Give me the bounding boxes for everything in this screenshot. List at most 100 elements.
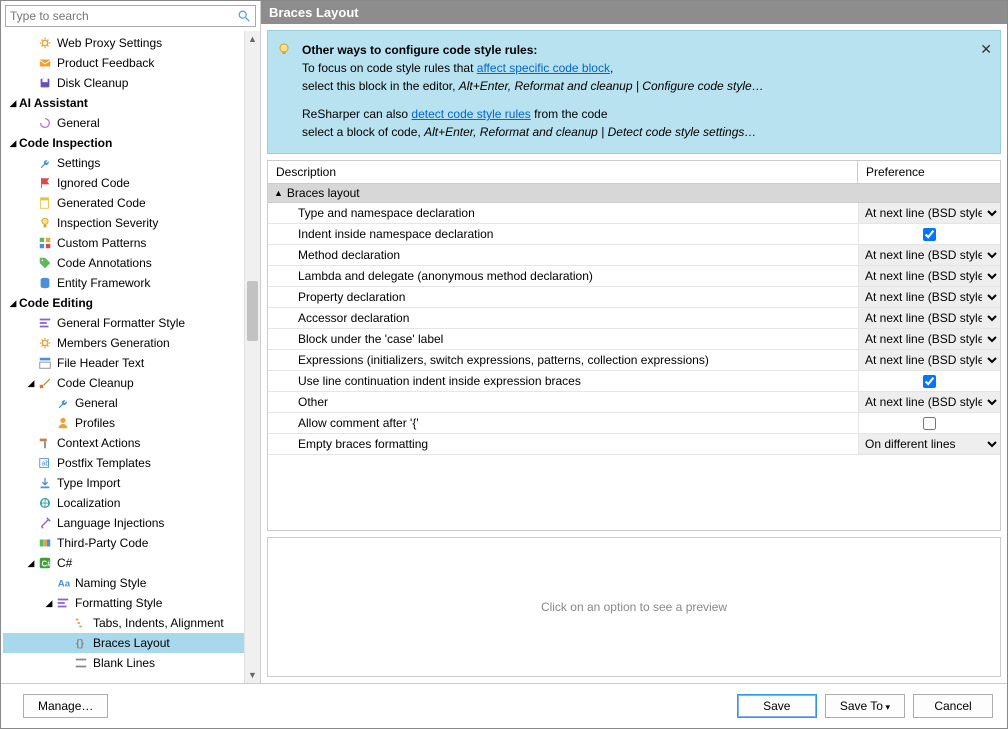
preference-select[interactable]: At next line (BSD style) [859, 266, 1000, 286]
preference-select[interactable]: At next line (BSD style) [859, 203, 1000, 223]
tree-item-label: Localization [57, 496, 120, 510]
right-panel: Braces Layout ✕ Other ways to configure … [261, 1, 1007, 683]
info-text: , [610, 61, 613, 75]
tree-item[interactable]: ◢Code Editing [3, 293, 244, 313]
tree-item[interactable]: Custom Patterns [3, 233, 244, 253]
tree-item[interactable]: General Formatter Style [3, 313, 244, 333]
tree-item[interactable]: Type Import [3, 473, 244, 493]
group-row[interactable]: ▲ Braces layout [268, 184, 1000, 203]
tree-item[interactable]: General [3, 113, 244, 133]
tree-item[interactable]: Entity Framework [3, 273, 244, 293]
cancel-button[interactable]: Cancel [913, 694, 993, 718]
setting-preference: At next line (BSD style) [858, 329, 1000, 349]
info-link-affect[interactable]: affect specific code block [477, 61, 610, 75]
scroll-up-icon[interactable]: ▲ [245, 31, 260, 47]
tree-item-label: Profiles [75, 416, 115, 430]
setting-row[interactable]: Type and namespace declarationAt next li… [268, 203, 1000, 224]
preference-select[interactable]: At next line (BSD style) [859, 350, 1000, 370]
preference-select[interactable]: At next line (BSD style) [859, 245, 1000, 265]
setting-preference [858, 371, 1000, 391]
tree-item-label: Postfix Templates [57, 456, 151, 470]
close-icon[interactable]: ✕ [980, 39, 992, 60]
info-em: Alt+Enter, Reformat and cleanup | Config… [459, 79, 764, 93]
setting-row[interactable]: Use line continuation indent inside expr… [268, 371, 1000, 392]
inject-icon [37, 515, 53, 531]
preview-pane: Click on an option to see a preview [267, 537, 1001, 677]
tree-item[interactable]: Profiles [3, 413, 244, 433]
tag-icon [37, 255, 53, 271]
tree-item[interactable]: ◢Code Inspection [3, 133, 244, 153]
tree-item[interactable]: Context Actions [3, 433, 244, 453]
tree-item[interactable]: File Header Text [3, 353, 244, 373]
preference-select[interactable]: On different lines [859, 434, 1000, 454]
tree-item[interactable]: ◢AI Assistant [3, 93, 244, 113]
setting-preference: At next line (BSD style) [858, 245, 1000, 265]
tree-item-label: General Formatter Style [57, 316, 185, 330]
lightbulb-icon [276, 41, 292, 57]
tree-item[interactable]: Language Injections [3, 513, 244, 533]
preference-select[interactable]: At next line (BSD style) [859, 287, 1000, 307]
search-box[interactable] [5, 5, 256, 27]
setting-row[interactable]: Method declarationAt next line (BSD styl… [268, 245, 1000, 266]
setting-description: Expressions (initializers, switch expres… [268, 350, 858, 370]
formatter-icon [37, 315, 53, 331]
tree-item-label: Custom Patterns [57, 236, 146, 250]
preference-select[interactable]: At next line (BSD style) [859, 329, 1000, 349]
preference-checkbox[interactable] [923, 417, 936, 430]
setting-row[interactable]: Empty braces formattingOn different line… [268, 434, 1000, 455]
disk-icon [37, 75, 53, 91]
tree-item-label: Code Cleanup [57, 376, 134, 390]
setting-row[interactable]: Allow comment after '{' [268, 413, 1000, 434]
scroll-down-icon[interactable]: ▼ [245, 667, 260, 683]
tree-item[interactable]: AaNaming Style [3, 573, 244, 593]
tree-item[interactable]: {}Braces Layout [3, 633, 244, 653]
tree-item[interactable]: ◢Code Cleanup [3, 373, 244, 393]
formatter-icon [55, 595, 71, 611]
tree-item-label: Ignored Code [57, 176, 130, 190]
tree-item-label: Entity Framework [57, 276, 150, 290]
manage-button[interactable]: Manage… [23, 694, 108, 718]
tree-item[interactable]: Blank Lines [3, 653, 244, 673]
setting-row[interactable]: Accessor declarationAt next line (BSD st… [268, 308, 1000, 329]
tree-scrollbar[interactable]: ▲ ▼ [244, 31, 260, 683]
preference-select[interactable]: At next line (BSD style) [859, 308, 1000, 328]
preference-checkbox[interactable] [923, 228, 936, 241]
tree-item[interactable]: Third-Party Code [3, 533, 244, 553]
setting-row[interactable]: Block under the 'case' labelAt next line… [268, 329, 1000, 350]
tree-item[interactable]: Inspection Severity [3, 213, 244, 233]
tree-item[interactable]: ◢Formatting Style [3, 593, 244, 613]
tree-item[interactable]: Localization [3, 493, 244, 513]
tree-item[interactable]: Disk Cleanup [3, 73, 244, 93]
tree-item[interactable]: Web Proxy Settings [3, 33, 244, 53]
settings-table: Description Preference ▲ Braces layout T… [267, 160, 1001, 531]
scroll-thumb[interactable] [247, 281, 258, 341]
tree-item[interactable]: abPostfix Templates [3, 453, 244, 473]
setting-description: Lambda and delegate (anonymous method de… [268, 266, 858, 286]
tree-item[interactable]: Ignored Code [3, 173, 244, 193]
tree-item[interactable]: ◢C#C# [3, 553, 244, 573]
setting-row[interactable]: Property declarationAt next line (BSD st… [268, 287, 1000, 308]
search-input[interactable] [10, 9, 237, 23]
group-label: Braces layout [287, 186, 360, 200]
preference-checkbox[interactable] [923, 375, 936, 388]
setting-row[interactable]: OtherAt next line (BSD style) [268, 392, 1000, 413]
tree-item-label: Code Annotations [57, 256, 152, 270]
search-icon[interactable] [237, 9, 251, 23]
tree-item[interactable]: General [3, 393, 244, 413]
save-to-button[interactable]: Save To [825, 694, 905, 718]
save-button[interactable]: Save [737, 694, 817, 718]
tree-item[interactable]: Product Feedback [3, 53, 244, 73]
setting-row[interactable]: Expressions (initializers, switch expres… [268, 350, 1000, 371]
tree-item[interactable]: Code Annotations [3, 253, 244, 273]
bottom-bar: Manage… Save Save To Cancel [1, 683, 1007, 728]
tree-item[interactable]: Settings [3, 153, 244, 173]
tree-item[interactable]: Tabs, Indents, Alignment [3, 613, 244, 633]
tree-item[interactable]: Generated Code [3, 193, 244, 213]
setting-row[interactable]: Lambda and delegate (anonymous method de… [268, 266, 1000, 287]
col-preference: Preference [858, 161, 1000, 183]
setting-row[interactable]: Indent inside namespace declaration [268, 224, 1000, 245]
preference-select[interactable]: At next line (BSD style) [859, 392, 1000, 412]
tree-item[interactable]: Members Generation [3, 333, 244, 353]
info-link-detect[interactable]: detect code style rules [411, 107, 530, 121]
wrench-icon [55, 395, 71, 411]
